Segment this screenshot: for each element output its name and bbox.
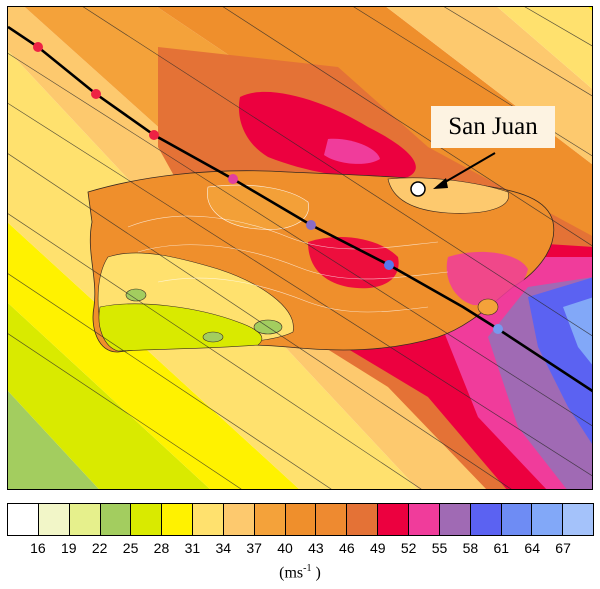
track-marker	[228, 174, 238, 184]
legend-tick-label: 37	[246, 540, 262, 556]
legend-tick-label: 16	[30, 540, 46, 556]
legend-swatch	[285, 504, 317, 535]
legend-swatch	[100, 504, 132, 535]
city-marker	[410, 181, 426, 197]
legend-tick-label: 46	[339, 540, 355, 556]
legend-tick-label: 19	[60, 540, 77, 556]
track-marker	[91, 89, 101, 99]
legend-tick-label: 64	[524, 540, 540, 556]
legend-swatch	[347, 504, 379, 535]
wind-speed-map	[7, 6, 593, 490]
legend-swatch	[470, 504, 502, 535]
legend-swatch	[408, 504, 440, 535]
legend-swatch	[131, 504, 163, 535]
legend-tick-label: 49	[369, 540, 386, 556]
arrow-head	[433, 178, 448, 189]
legend-swatch	[532, 504, 564, 535]
legend-swatch	[563, 504, 594, 535]
legend-swatch	[223, 504, 255, 535]
legend-swatch	[162, 504, 194, 535]
city-name: San Juan	[448, 113, 538, 140]
legend-tick-label: 52	[400, 540, 417, 556]
legend-swatch	[193, 504, 224, 535]
legend-swatch	[8, 504, 39, 535]
legend-tick-label: 67	[555, 540, 571, 556]
legend-swatch	[254, 504, 286, 535]
terrain-contours	[127, 215, 449, 313]
city-pointer-arrow	[439, 152, 496, 186]
map-canvas	[8, 7, 592, 489]
track-marker	[33, 42, 43, 52]
track-marker	[493, 324, 503, 334]
legend-tick-label: 58	[462, 540, 479, 556]
legend-tick-label: 28	[153, 540, 170, 556]
legend-swatch	[501, 504, 533, 535]
legend-tick-label: 40	[277, 540, 293, 556]
legend-swatch	[378, 504, 409, 535]
track-marker	[384, 260, 394, 270]
color-legend	[7, 503, 594, 536]
legend-tick-label: 55	[431, 540, 448, 556]
legend-tick-label: 25	[122, 540, 139, 556]
track-marker	[149, 130, 159, 140]
hurricane-track	[8, 25, 592, 393]
legend-tick-label: 61	[493, 540, 510, 556]
legend-swatch	[69, 504, 101, 535]
city-label: San Juan	[431, 106, 555, 148]
legend-tick-label: 34	[215, 540, 232, 556]
legend-ticks: 16 19 22 25 28 31 34 37 40 43 46 49 52 55 58 61 64 67	[7, 540, 594, 560]
units-close: )	[311, 564, 321, 582]
legend-tick-label: 31	[184, 540, 201, 556]
track-marker	[306, 220, 316, 230]
legend-swatch	[439, 504, 471, 535]
legend-tick-label: 22	[91, 540, 108, 556]
track-markers	[33, 42, 503, 334]
units-exponent: -1	[303, 563, 312, 574]
legend-units: (ms-1 )	[0, 563, 600, 582]
northern-wind-core-inner	[324, 138, 380, 164]
legend-swatch	[316, 504, 348, 535]
legend-swatch	[38, 504, 70, 535]
legend-tick-label: 43	[308, 540, 324, 556]
units-base: (ms	[279, 564, 304, 582]
